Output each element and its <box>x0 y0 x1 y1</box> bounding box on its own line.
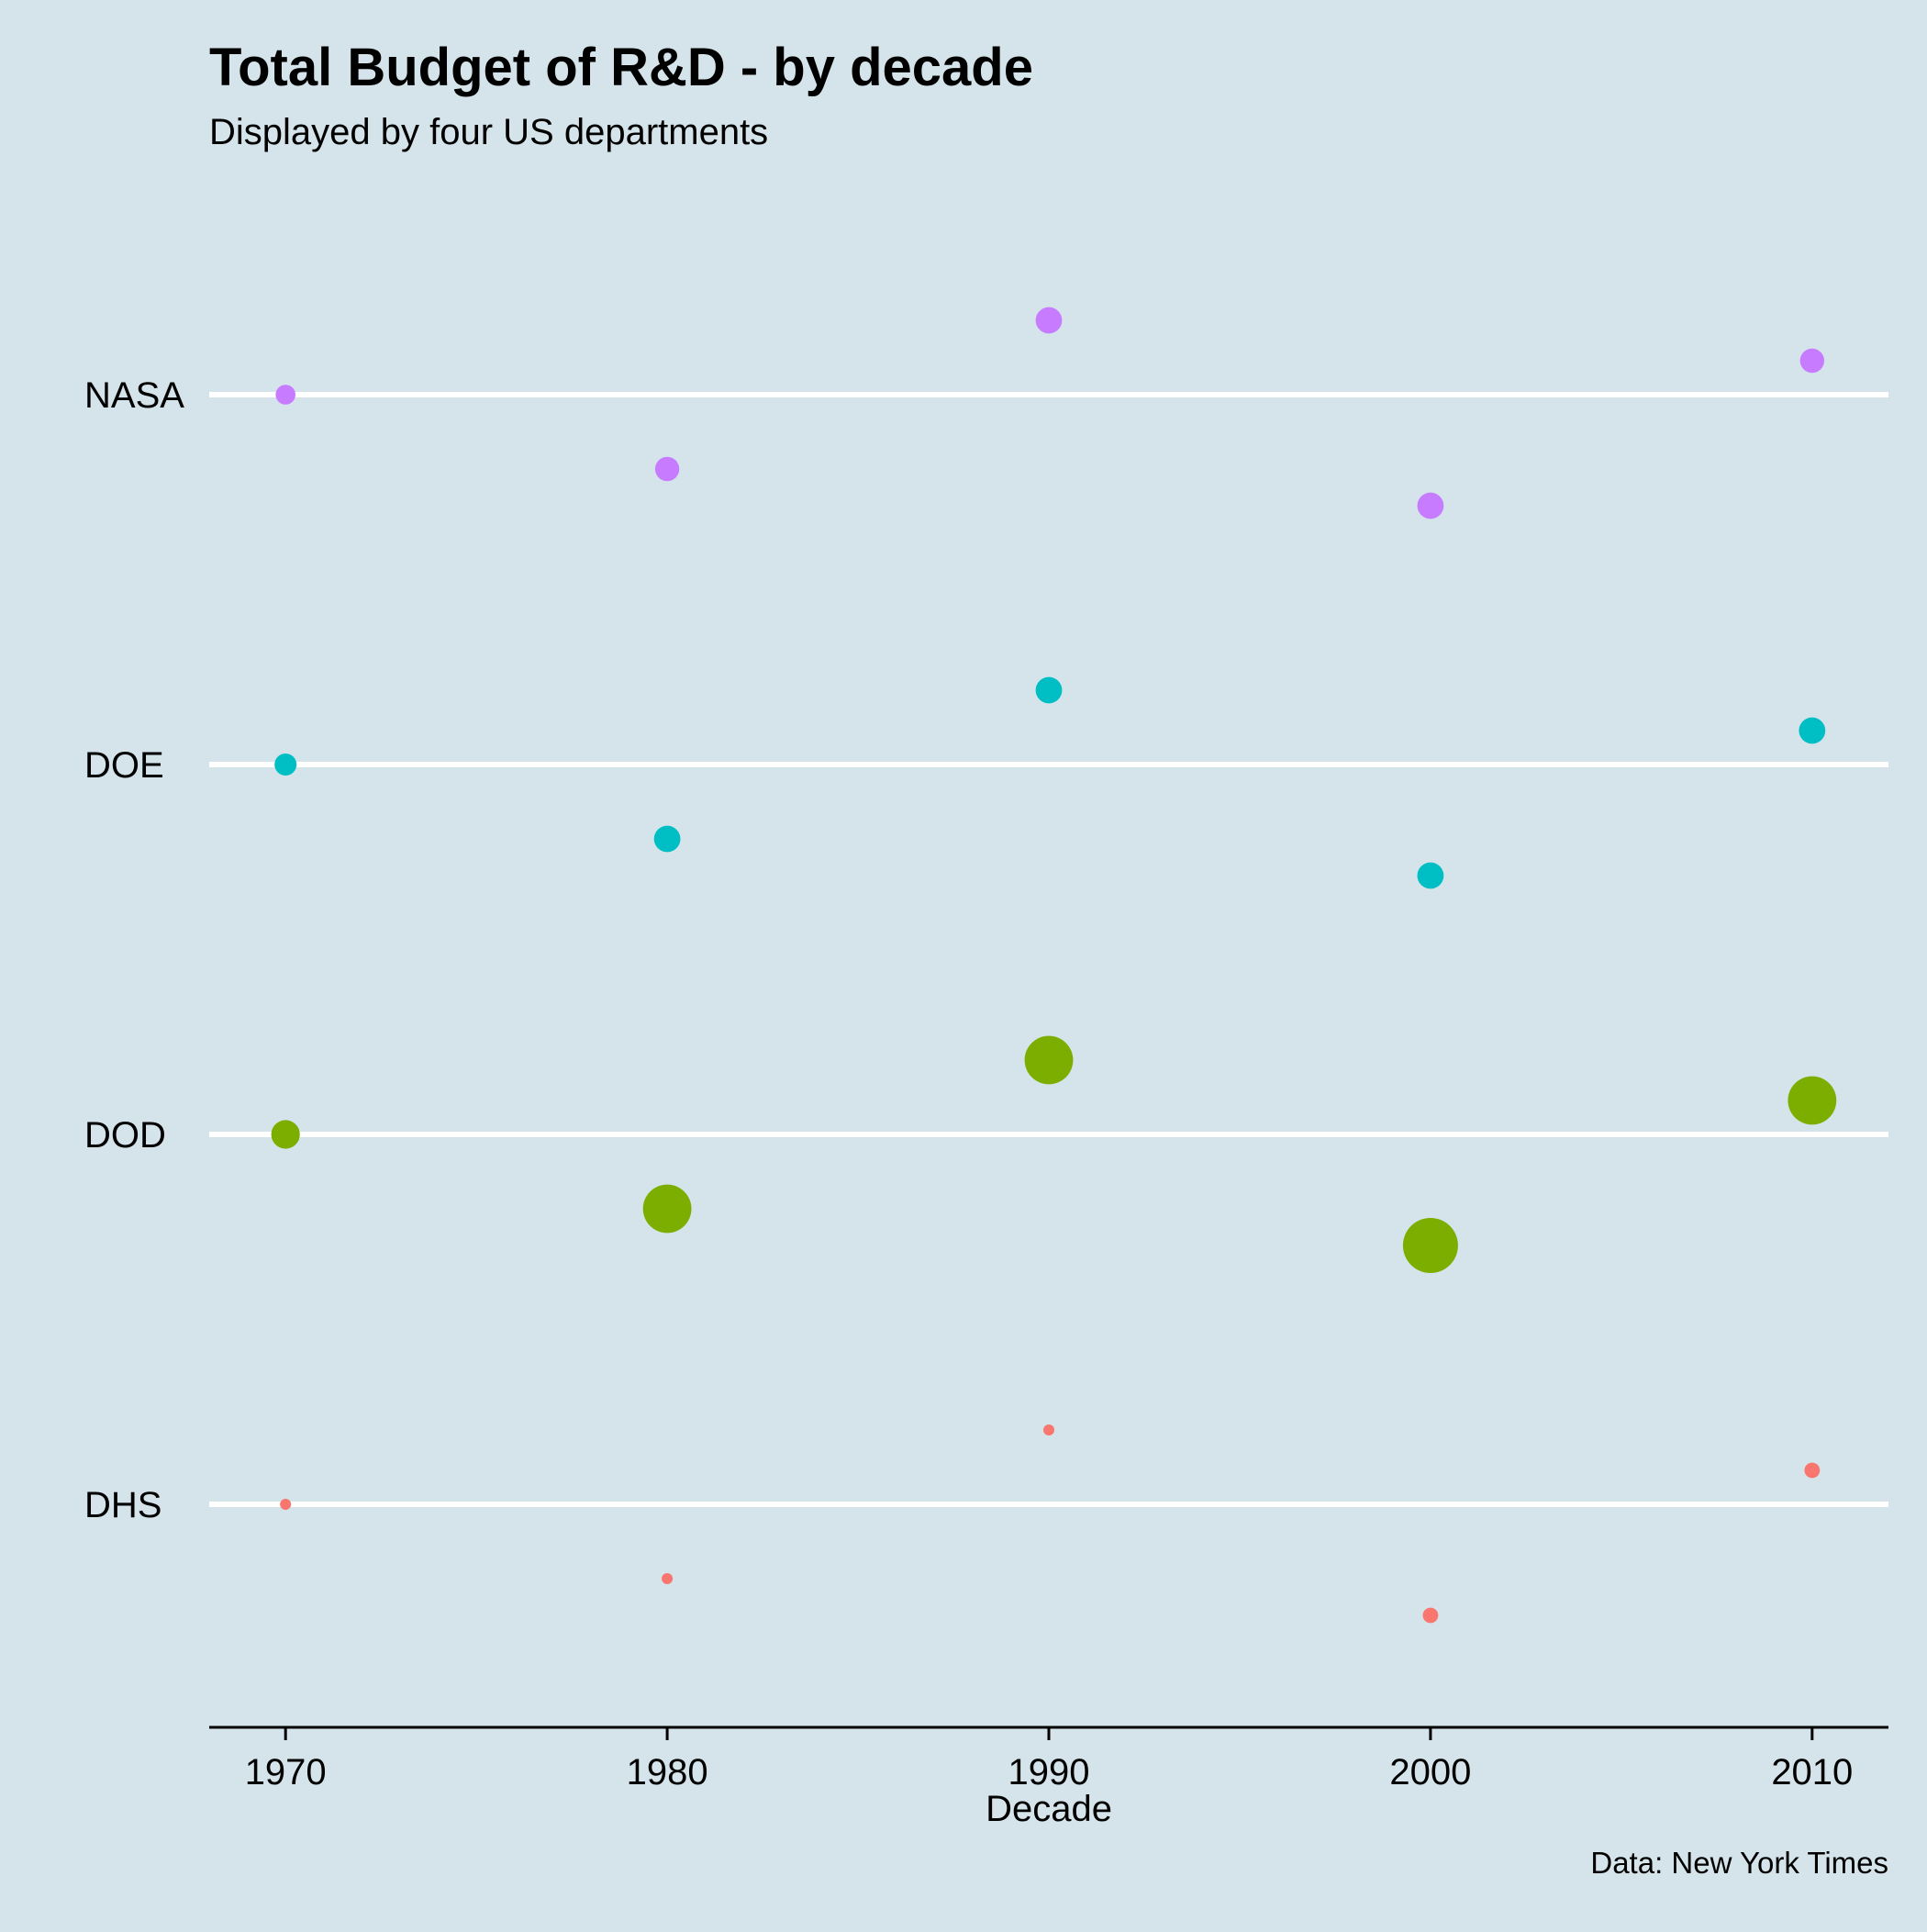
point-dhs-2000 <box>1422 1607 1439 1624</box>
y-axis-labels: NASA DOE DOD DHS <box>84 375 184 1525</box>
x-tick-label-2010: 2010 <box>1771 1752 1853 1792</box>
chart-caption: Data: New York Times <box>1590 1846 1888 1880</box>
x-axis-title: Decade <box>986 1789 1112 1829</box>
chart-title: Total Budget of R&D - by decade <box>209 38 1033 97</box>
x-tick-label-1990: 1990 <box>1008 1752 1090 1792</box>
point-doe-1990 <box>1035 676 1063 704</box>
x-axis-ticks: 1970 1980 1990 2000 2010 <box>245 1727 1853 1792</box>
y-tick-label-nasa: NASA <box>84 375 184 416</box>
point-nasa-1980 <box>654 456 680 482</box>
point-dhs-1990 <box>1043 1424 1054 1435</box>
point-doe-2000 <box>1417 862 1444 889</box>
point-nasa-2000 <box>1417 492 1444 519</box>
y-tick-label-doe: DOE <box>84 745 164 786</box>
point-doe-1980 <box>653 825 681 853</box>
point-dhs-1970 <box>280 1499 292 1510</box>
point-nasa-1990 <box>1035 307 1063 334</box>
point-dod-2000 <box>1402 1218 1458 1273</box>
point-dod-1980 <box>642 1184 692 1234</box>
data-points <box>271 307 1837 1624</box>
point-dod-2010 <box>1788 1076 1837 1125</box>
point-nasa-2010 <box>1799 348 1825 374</box>
point-dhs-1980 <box>662 1573 674 1584</box>
point-nasa-1970 <box>275 385 295 405</box>
point-doe-2010 <box>1799 717 1826 744</box>
x-tick-label-1980: 1980 <box>627 1752 708 1792</box>
point-dod-1970 <box>271 1120 300 1149</box>
point-dhs-2010 <box>1804 1462 1821 1479</box>
y-tick-label-dod: DOD <box>84 1115 166 1156</box>
x-tick-label-1970: 1970 <box>245 1752 327 1792</box>
point-doe-1970 <box>274 754 297 776</box>
chart-subtitle: Displayed by four US departments <box>209 112 768 152</box>
y-tick-label-dhs: DHS <box>84 1485 162 1525</box>
x-tick-label-2000: 2000 <box>1389 1752 1471 1792</box>
grid-lines <box>209 392 1888 1507</box>
point-dod-1990 <box>1024 1035 1074 1085</box>
